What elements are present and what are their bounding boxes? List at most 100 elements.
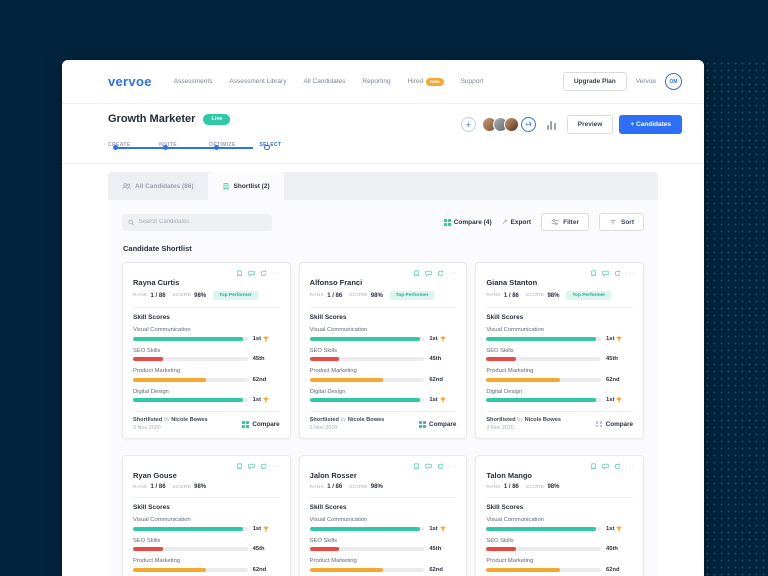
candidate-meta: RANK 1 / 86 SCORE 98% bbox=[310, 484, 457, 490]
comment-icon[interactable] bbox=[601, 463, 609, 470]
skill-name: Product Marketing bbox=[133, 368, 181, 374]
tab-shortlist[interactable]: Shortlist (2) bbox=[207, 172, 284, 200]
rank-label: RANK bbox=[133, 293, 148, 298]
skill-bar-track bbox=[133, 377, 248, 382]
skill-name: Visual Communication bbox=[309, 517, 368, 523]
retake-icon[interactable] bbox=[614, 270, 621, 277]
candidates-panel: All Candidates (86) Shortlist (2) bbox=[108, 172, 658, 576]
score-value: 98% bbox=[547, 292, 560, 299]
upgrade-plan-button[interactable]: Upgrade Plan bbox=[562, 72, 627, 91]
shortlisted-author: Nicole Bowes bbox=[524, 417, 561, 423]
user-avatar[interactable]: OM bbox=[665, 73, 682, 90]
retake-icon[interactable] bbox=[260, 270, 267, 277]
retake-icon[interactable] bbox=[260, 463, 267, 470]
comment-icon[interactable] bbox=[425, 463, 432, 470]
retake-icon[interactable] bbox=[437, 463, 444, 470]
skill-score-row: SEO Skills 45th bbox=[133, 348, 280, 362]
account-name: Vervoe bbox=[635, 78, 656, 85]
candidate-name[interactable]: Giana Stanton bbox=[486, 278, 538, 287]
trophy-icon bbox=[616, 526, 622, 531]
bookmark-icon[interactable] bbox=[590, 463, 597, 470]
vervoe-logo[interactable]: vervoe bbox=[108, 74, 152, 89]
card-footer: Shortlisted by Nicole Bowes 3 Nov 2020 C… bbox=[133, 411, 280, 431]
search-input[interactable] bbox=[138, 219, 266, 225]
tab-all-candidates[interactable]: All Candidates (86) bbox=[108, 172, 208, 200]
trophy-icon bbox=[616, 336, 622, 341]
card-compare-button[interactable]: Compare bbox=[242, 420, 280, 428]
rank-value: 1 / 86 bbox=[503, 292, 519, 299]
candidate-name[interactable]: Alfonso Franci bbox=[309, 278, 363, 287]
assessment-step[interactable]: INVITE bbox=[158, 133, 204, 151]
retake-icon[interactable] bbox=[437, 270, 444, 277]
compare-selected-button[interactable]: Compare (4) bbox=[443, 218, 492, 226]
add-collaborator-button[interactable]: + bbox=[460, 117, 476, 132]
more-options-icon[interactable]: ··· bbox=[448, 269, 458, 277]
skill-bar-fill bbox=[133, 377, 207, 382]
bookmark-icon[interactable] bbox=[236, 270, 243, 277]
more-options-icon[interactable]: ··· bbox=[272, 269, 281, 277]
nav-item[interactable]: Support bbox=[461, 78, 484, 85]
trophy-icon bbox=[263, 526, 269, 531]
skill-bar-track bbox=[133, 526, 248, 531]
search-box[interactable] bbox=[122, 213, 272, 231]
step-label: INVITE bbox=[158, 142, 177, 148]
skill-bar-fill bbox=[486, 398, 597, 402]
comment-icon[interactable] bbox=[248, 270, 255, 277]
more-options-icon[interactable]: ··· bbox=[625, 462, 634, 470]
comment-icon[interactable] bbox=[248, 463, 255, 470]
more-options-icon[interactable]: ··· bbox=[272, 462, 281, 470]
nav-item[interactable]: All Candidates bbox=[303, 78, 345, 85]
skill-name: Digital Design bbox=[133, 388, 169, 395]
collaborator-avatar[interactable] bbox=[503, 117, 519, 132]
assessment-step[interactable]: OPTIMIZE bbox=[209, 133, 255, 151]
bookmark-icon[interactable] bbox=[413, 270, 420, 277]
trophy-icon bbox=[440, 336, 446, 341]
skill-scores-section: Skill Scores Visual Communication 1st SE… bbox=[309, 497, 457, 576]
skill-score-row: Product Marketing 62nd bbox=[133, 558, 280, 573]
report-chart-icon[interactable] bbox=[546, 120, 556, 130]
candidate-name[interactable]: Jalon Rosser bbox=[309, 471, 357, 480]
add-candidates-button[interactable]: + Candidates bbox=[619, 115, 682, 134]
nav-item-label: Assessments bbox=[173, 78, 213, 85]
extra-collaborators-count[interactable]: +4 bbox=[520, 117, 536, 132]
card-compare-button[interactable]: Compare bbox=[595, 421, 633, 428]
score-value: 98% bbox=[370, 484, 383, 490]
export-button[interactable]: ↗ Export bbox=[502, 218, 532, 227]
candidate-name[interactable]: Rayna Curtis bbox=[133, 278, 180, 287]
nav-item[interactable]: Assessment Library bbox=[229, 78, 286, 85]
bookmark-icon[interactable] bbox=[413, 463, 420, 470]
assessment-step[interactable]: CREATE bbox=[108, 133, 154, 151]
skill-bar-fill bbox=[309, 547, 340, 551]
sort-button[interactable]: Sort bbox=[599, 213, 644, 231]
more-options-icon[interactable]: ··· bbox=[625, 269, 634, 277]
bookmark-icon[interactable] bbox=[236, 463, 243, 470]
comment-icon[interactable] bbox=[425, 270, 432, 277]
skill-score-row: Visual Communication 1st bbox=[486, 327, 633, 342]
candidate-name[interactable]: Ryan Gouse bbox=[133, 471, 177, 480]
skill-bar-fill bbox=[133, 357, 163, 361]
filter-button[interactable]: Filter bbox=[541, 213, 589, 231]
shortlisted-text: Shortlisted bbox=[486, 417, 516, 423]
candidate-name[interactable]: Talon Mango bbox=[486, 471, 533, 480]
nav-item[interactable]: Assessments bbox=[174, 78, 213, 85]
candidate-card: ··· Giana Stanton RANK 1 / 86 SCORE 98% … bbox=[475, 262, 644, 439]
bookmark-icon[interactable] bbox=[590, 270, 597, 277]
assessment-step[interactable]: SELECT bbox=[259, 133, 305, 151]
preview-button[interactable]: Preview bbox=[566, 115, 614, 134]
main-area: All Candidates (86) Shortlist (2) bbox=[62, 164, 704, 576]
skill-bar-track bbox=[486, 336, 601, 341]
score-label: SCORE bbox=[349, 293, 368, 298]
section-title: Candidate Shortlist bbox=[123, 244, 192, 253]
score-value: 98% bbox=[547, 484, 560, 490]
skill-bar-fill bbox=[133, 526, 244, 531]
nav-item[interactable]: Reporting bbox=[362, 78, 390, 85]
retake-icon[interactable] bbox=[614, 463, 621, 470]
trophy-icon bbox=[440, 526, 446, 531]
nav-item[interactable]: Hired New bbox=[408, 77, 444, 86]
sort-icon bbox=[610, 219, 616, 225]
export-label: Export bbox=[510, 218, 532, 226]
more-options-icon[interactable]: ··· bbox=[448, 462, 458, 470]
comment-icon[interactable] bbox=[601, 270, 609, 277]
card-compare-button[interactable]: Compare bbox=[419, 420, 456, 428]
